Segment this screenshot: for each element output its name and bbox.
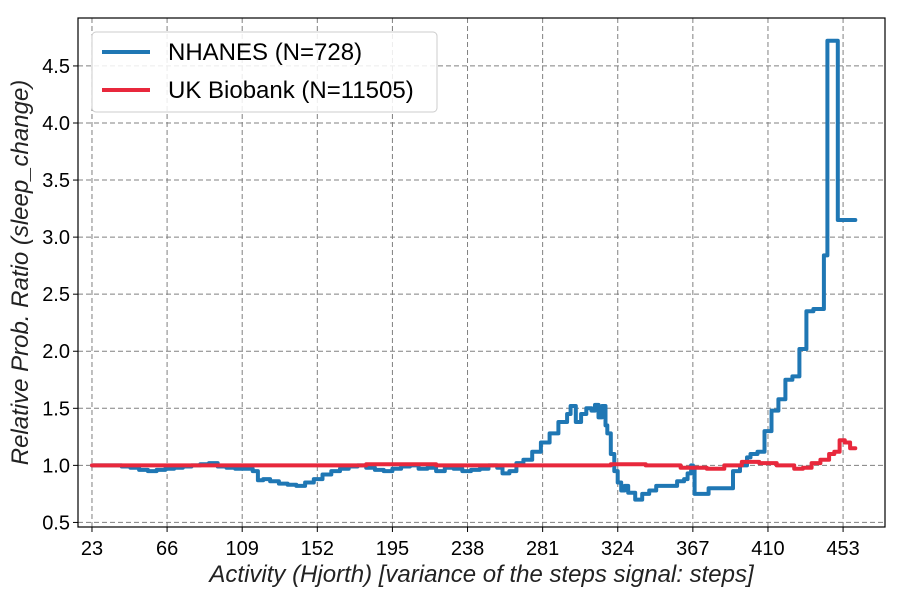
- legend-label-nhanes: NHANES (N=728): [168, 39, 362, 66]
- y-tick-label: 1.0: [42, 455, 70, 477]
- x-tick-label: 195: [376, 538, 409, 560]
- legend: NHANES (N=728) UK Biobank (N=11505): [91, 31, 438, 113]
- series-line-uk-biobank: [90, 438, 858, 471]
- series-lines: [90, 38, 858, 502]
- x-tick-label: 281: [526, 538, 559, 560]
- y-tick-label: 0.5: [42, 512, 70, 534]
- y-tick-label: 1.5: [42, 398, 70, 420]
- legend-box: [91, 31, 438, 113]
- y-tick-label: 2.0: [42, 341, 70, 363]
- y-tick-label: 2.5: [42, 284, 70, 306]
- plot-frame: [77, 17, 886, 528]
- y-tick-label: 3.5: [42, 170, 70, 192]
- x-tick-label: 109: [226, 538, 259, 560]
- x-tick-label: 23: [81, 538, 103, 560]
- legend-label-uk-biobank: UK Biobank (N=11505): [168, 77, 414, 104]
- y-axis-ticks: 0.5 1.0 1.5 2.0 2.5 3.0 3.5 4.0 4.5: [42, 56, 78, 534]
- series-line-nhanes: [90, 38, 858, 502]
- y-axis-label: Relative Prob. Ratio (sleep_change): [7, 80, 34, 466]
- x-tick-label: 152: [301, 538, 334, 560]
- x-tick-label: 453: [826, 538, 859, 560]
- y-tick-label: 3.0: [42, 227, 70, 249]
- x-tick-label: 66: [156, 538, 178, 560]
- y-tick-label: 4.5: [42, 56, 70, 78]
- x-tick-label: 238: [451, 538, 484, 560]
- x-tick-label: 410: [751, 538, 784, 560]
- x-axis-label: Activity (Hjorth) [variance of the steps…: [207, 561, 755, 588]
- x-tick-label: 324: [601, 538, 634, 560]
- y-tick-label: 4.0: [42, 113, 70, 135]
- x-tick-label: 367: [676, 538, 709, 560]
- x-axis-ticks: 23 66 109 152 195 238 281 324 367 410 453: [81, 527, 860, 560]
